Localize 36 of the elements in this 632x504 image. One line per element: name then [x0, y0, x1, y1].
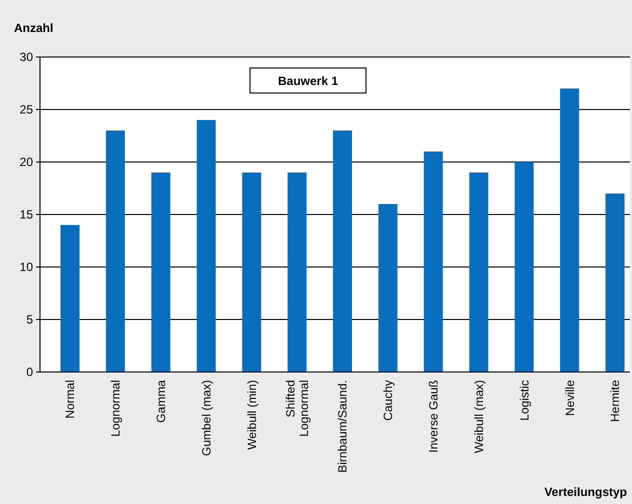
- bar: [469, 172, 488, 372]
- bar: [151, 172, 170, 372]
- bar: [333, 130, 352, 372]
- y-axis-title: Anzahl: [14, 21, 54, 35]
- y-tick-label: 5: [26, 312, 34, 327]
- bar: [60, 225, 80, 372]
- bar: [378, 204, 398, 372]
- y-tick-label: 20: [20, 155, 34, 170]
- x-tick-label: Normal: [63, 380, 78, 419]
- bar: [424, 152, 443, 372]
- x-tick-label: Inverse Gauß: [426, 380, 441, 453]
- x-tick-label: Logistic: [517, 380, 532, 421]
- y-tick-label: 15: [20, 208, 34, 222]
- x-axis-title: Verteilungstyp: [544, 485, 627, 499]
- x-tick-label: Weibull (min): [244, 380, 259, 450]
- bar: [514, 162, 534, 372]
- x-tick-label: Neville: [562, 380, 577, 416]
- y-tick-label: 30: [20, 50, 34, 64]
- y-tick-label: 0: [26, 365, 34, 380]
- x-tick-label: Shifted Lognormal: [284, 380, 311, 437]
- bar: [106, 130, 125, 372]
- x-tick-label: Weibull (max): [472, 380, 486, 454]
- bar: [606, 194, 624, 372]
- x-tick-label: Lognormal: [108, 380, 123, 437]
- bar: [560, 88, 580, 372]
- text: Bauwerk 1: [278, 74, 338, 88]
- y-tick-label: 10: [20, 260, 34, 274]
- x-tick-label: Gumbel (max): [199, 380, 214, 456]
- x-tick-label: Cauchy: [381, 380, 396, 421]
- bar: [242, 172, 262, 372]
- x-tick-label: Hermite: [608, 380, 622, 422]
- bar: [288, 172, 307, 372]
- y-tick-label: 25: [20, 102, 34, 117]
- x-tick-label: Gamma: [154, 380, 168, 423]
- bar: [196, 120, 216, 372]
- x-tick-label: Birnbaum/Saund.: [336, 380, 350, 473]
